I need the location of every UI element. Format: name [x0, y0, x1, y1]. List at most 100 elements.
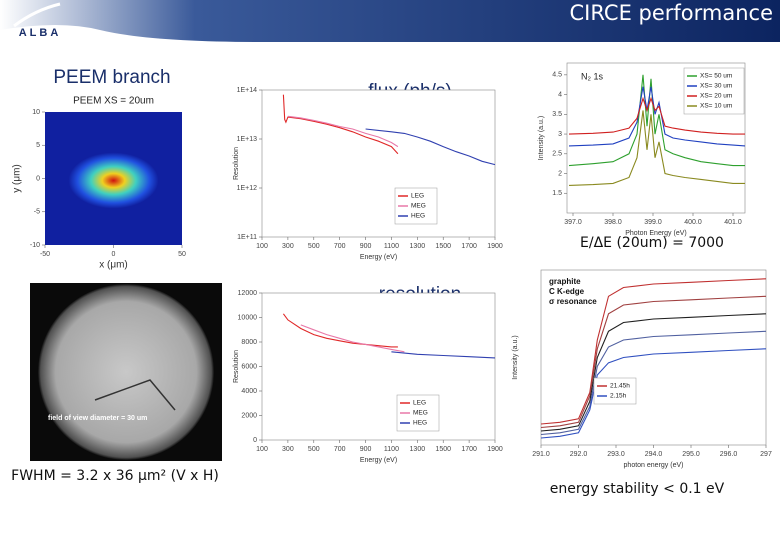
x-axis-label: x (μm) [99, 260, 128, 271]
annotation: graphite [549, 277, 581, 286]
y-axis-label: Intensity (a.u.) [538, 116, 545, 160]
series-line [540, 278, 767, 425]
x-tick-label: 700 [334, 243, 346, 250]
y-tick-label: 1.5 [552, 190, 562, 197]
x-tick-label: 900 [360, 243, 372, 250]
legend-label: 2.15h [610, 393, 627, 400]
y-tick-label: 3.5 [552, 111, 562, 118]
y-axis-label: Resolution [233, 147, 240, 180]
feature [94, 379, 176, 411]
x-tick-label: 1300 [410, 446, 426, 453]
x-tick-label: 399.0 [644, 219, 662, 226]
series-line [365, 128, 496, 166]
x-tick-label: 398.0 [604, 219, 622, 226]
x-tick-label: 1900 [487, 243, 503, 250]
x-tick-label: 500 [308, 243, 320, 250]
x-axis-label: Energy (eV) [360, 254, 397, 261]
x-tick-label: 300 [282, 243, 294, 250]
x-tick-label: 50 [178, 251, 186, 258]
legend-label: HEG [413, 420, 427, 427]
x-tick-label: -50 [40, 251, 50, 258]
plot-frame [261, 292, 496, 441]
logo-swoosh [13, 2, 61, 28]
field-of-view [38, 284, 214, 460]
x-tick-label: 1700 [461, 243, 477, 250]
y-tick-label: -5 [34, 209, 40, 216]
y-tick-label: 1E+11 [237, 234, 257, 241]
y-axis-label: Resolution [233, 350, 240, 383]
x-tick-label: 1700 [461, 446, 477, 453]
fov-label: field of view diameter = 30 um [48, 415, 147, 422]
header-band [0, 0, 780, 42]
legend-box [593, 377, 637, 405]
legend-label: XS= 30 um [700, 83, 732, 90]
annotation: C K-edge [549, 287, 585, 296]
x-axis-label: Photon Energy (eV) [625, 230, 686, 237]
x-tick-label: 293.0 [607, 451, 625, 458]
legend-label: XS= 20 um [700, 93, 732, 100]
legend-label: LEG [411, 193, 424, 200]
x-tick-label: 401.0 [724, 219, 742, 226]
series-line [300, 324, 405, 353]
y-tick-label: 4000 [241, 388, 257, 395]
legend-label: MEG [413, 410, 428, 417]
y-tick-label: -10 [30, 242, 40, 249]
annotation: N₂ 1s [581, 71, 603, 81]
series-line [282, 313, 398, 348]
section-label: PEEM branch [53, 67, 170, 88]
x-tick-label: 297 [760, 451, 772, 458]
beam-spot [68, 152, 159, 209]
y-tick-label: 1E+12 [237, 185, 258, 192]
x-tick-label: 1500 [435, 446, 451, 453]
x-tick-label: 397.0 [564, 219, 582, 226]
y-tick-label: 2 [558, 170, 562, 177]
x-tick-label: 1500 [435, 243, 451, 250]
series-line [540, 313, 767, 432]
x-tick-label: 1900 [487, 446, 503, 453]
series-line [540, 348, 767, 439]
series-line [287, 115, 399, 148]
legend-label: HEG [411, 213, 425, 220]
plot-title: PEEM XS = 20um [73, 96, 154, 107]
stability: energy stability < 0.1 eV [550, 481, 725, 497]
series-line [568, 110, 745, 186]
y-tick-label: 1E+13 [237, 136, 258, 143]
x-tick-label: 700 [334, 446, 346, 453]
x-tick-label: 294.0 [645, 451, 663, 458]
legend-label: XS= 10 um [700, 103, 732, 110]
x-tick-label: 900 [360, 446, 372, 453]
resolving-power: E/ΔE (20um) = 7000 [580, 235, 724, 251]
y-tick-label: 12000 [238, 290, 258, 297]
y-tick-label: 1E+14 [237, 87, 258, 94]
legend-label: XS= 50 um [700, 73, 732, 80]
series-line [568, 74, 745, 167]
series-line [540, 295, 767, 429]
x-tick-label: 400.0 [684, 219, 702, 226]
x-tick-label: 100 [256, 243, 268, 250]
legend-label: 21.45h [610, 383, 630, 390]
x-axis-label: Energy (eV) [360, 457, 397, 464]
series-line [282, 94, 399, 155]
x-tick-label: 291.0 [532, 451, 550, 458]
x-tick-label: 300 [282, 446, 294, 453]
x-tick-label: 295.0 [682, 451, 700, 458]
series-line [540, 330, 767, 436]
x-tick-label: 1100 [384, 446, 399, 453]
y-tick-label: 3 [558, 131, 562, 138]
x-tick-label: 1100 [384, 243, 399, 250]
y-tick-label: 6000 [241, 363, 257, 370]
x-tick-label: 292.0 [570, 451, 588, 458]
annotation: σ resonance [549, 297, 597, 306]
series-line [568, 86, 746, 147]
y-tick-label: 10 [32, 109, 40, 116]
fwhm: FWHM = 3.2 x 36 μm² (V x H) [11, 468, 219, 484]
y-tick-label: 4 [558, 91, 562, 98]
plot-frame [261, 89, 496, 238]
legend-box [394, 187, 438, 225]
y-axis-label: Intensity (a.u.) [512, 335, 519, 379]
y-axis-label: y (μm) [12, 164, 23, 193]
series-line [391, 351, 496, 359]
x-tick-label: 296.0 [720, 451, 738, 458]
series-line [568, 96, 745, 135]
